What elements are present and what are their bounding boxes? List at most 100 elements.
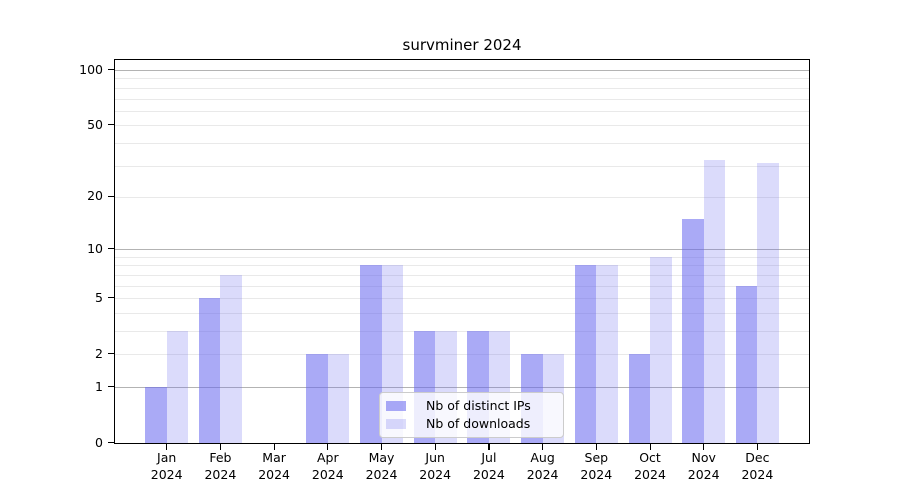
x-tick-mark: [703, 443, 705, 450]
x-tick-mark: [219, 443, 222, 450]
bar-distinct-ips: [306, 354, 328, 443]
x-tick-mark: [595, 443, 597, 450]
y-tick-mark: [107, 195, 114, 198]
x-tick-mark: [381, 443, 383, 450]
gridline-minor: [115, 165, 809, 167]
gridline-minor: [115, 142, 809, 144]
x-tick-label: Jan 2024: [135, 450, 199, 483]
y-tick-mark: [107, 248, 114, 250]
x-tick-label: Aug 2024: [511, 450, 575, 483]
gridline-minor: [115, 265, 809, 267]
x-tick-label: Jul 2024: [457, 450, 521, 483]
gridline-minor: [115, 312, 809, 314]
x-tick-mark: [542, 443, 544, 450]
gridline-minor: [115, 98, 809, 100]
x-tick-label-month: Oct: [639, 450, 661, 465]
bar-downloads: [166, 331, 189, 443]
x-tick-label: May 2024: [350, 450, 414, 483]
gridline-minor: [115, 298, 809, 300]
y-tick-label: 50: [87, 116, 103, 132]
x-tick-label-month: Jun: [425, 450, 445, 465]
x-tick-label: Nov 2024: [672, 450, 736, 483]
y-tick-mark: [107, 353, 114, 355]
x-tick-label-month: Jul: [481, 450, 497, 465]
gridline-major: [115, 249, 809, 251]
plot-area: [114, 59, 810, 444]
gridline-major: [115, 387, 809, 388]
x-tick-label-year: 2024: [150, 466, 183, 482]
x-tick-label-year: 2024: [311, 466, 344, 482]
x-tick-label-year: 2024: [472, 466, 505, 482]
gridline-minor: [115, 78, 809, 80]
x-tick-label-month: Mar: [262, 450, 286, 465]
x-tick-mark: [649, 443, 651, 450]
x-tick-mark: [756, 443, 759, 450]
x-tick-label-month: Sep: [584, 450, 609, 465]
gridline-major: [115, 70, 809, 71]
x-tick-label: Jun 2024: [403, 450, 467, 483]
bar-distinct-ips: [735, 285, 758, 443]
x-tick-label-year: 2024: [419, 466, 452, 482]
x-tick-label: Oct 2024: [618, 450, 682, 483]
x-tick-label-month: Feb: [209, 450, 232, 465]
y-tick-label: 5: [95, 289, 103, 305]
bar-distinct-ips: [682, 218, 704, 443]
x-tick-mark: [488, 443, 490, 450]
y-tick-label: 1: [95, 378, 103, 394]
x-tick-label: Mar 2024: [242, 450, 306, 483]
bar-distinct-ips: [574, 265, 597, 443]
gridline-minor: [115, 125, 809, 127]
legend: Nb of distinct IPs Nb of downloads: [379, 392, 564, 438]
x-tick-label-month: Dec: [745, 450, 770, 465]
y-tick-label: 100: [79, 61, 103, 77]
chart-title: survminer 2024: [402, 36, 522, 54]
gridline-minor: [115, 87, 809, 89]
legend-label: Nb of downloads: [426, 416, 531, 431]
y-tick-label: 2: [95, 345, 103, 361]
x-tick-mark: [434, 443, 436, 450]
legend-item: Nb of downloads: [386, 416, 553, 432]
bar-distinct-ips: [198, 298, 221, 443]
legend-swatch: [386, 418, 406, 430]
x-tick-label-month: Apr: [316, 450, 339, 465]
x-tick-mark: [166, 443, 168, 450]
legend-label: Nb of distinct IPs: [426, 398, 531, 413]
bar-distinct-ips: [360, 265, 382, 443]
x-tick-label-month: May: [368, 450, 395, 465]
bar-downloads: [650, 256, 672, 443]
y-tick-mark: [107, 124, 114, 126]
x-tick-label-year: 2024: [204, 466, 237, 482]
y-tick-label: 20: [87, 188, 103, 204]
x-tick-label-year: 2024: [687, 466, 720, 482]
y-tick-mark: [107, 442, 114, 444]
x-tick-label-year: 2024: [365, 466, 398, 482]
x-tick-mark: [273, 443, 275, 450]
x-tick-label-year: 2024: [580, 466, 613, 482]
gridline-minor: [115, 285, 809, 287]
gridline-minor: [115, 256, 809, 258]
bar-distinct-ips: [145, 387, 167, 443]
x-tick-label-month: Aug: [530, 450, 555, 465]
bar-downloads: [703, 160, 726, 443]
x-tick-label-year: 2024: [258, 466, 290, 482]
gridline-minor: [115, 110, 809, 112]
x-tick-label: Apr 2024: [296, 450, 360, 483]
bar-downloads: [220, 274, 242, 443]
x-tick-label-month: Jan: [157, 450, 177, 465]
y-tick-mark: [107, 297, 114, 299]
y-tick-mark: [107, 386, 114, 388]
x-tick-label: Dec 2024: [725, 450, 789, 483]
gridline-minor: [115, 354, 809, 356]
bar-distinct-ips: [628, 354, 650, 443]
gridline-minor: [115, 331, 809, 332]
x-tick-label-month: Nov: [691, 450, 716, 465]
x-tick-label-year: 2024: [526, 466, 559, 482]
legend-swatch: [386, 400, 406, 412]
gridline-minor: [115, 274, 809, 276]
bar-downloads: [327, 354, 350, 443]
bar-downloads: [596, 265, 618, 443]
x-tick-label: Sep 2024: [564, 450, 628, 483]
gridline-minor: [115, 196, 809, 198]
y-tick-label: 10: [87, 240, 103, 256]
